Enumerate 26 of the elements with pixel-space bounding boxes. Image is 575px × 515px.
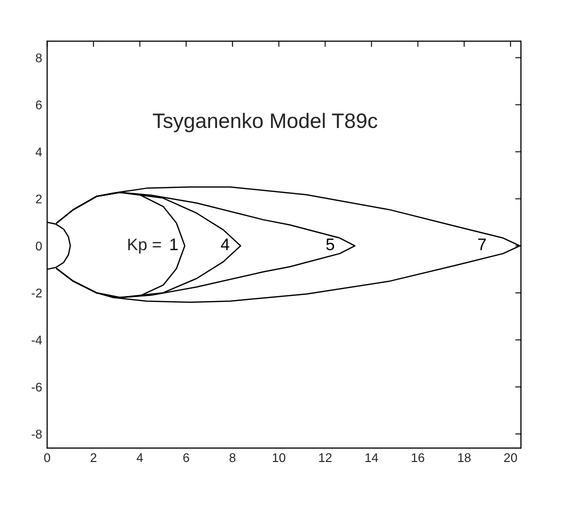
x-tick-label: 4 [136, 453, 143, 462]
x-tick-label: 14 [366, 453, 378, 462]
x-tick-label: 6 [183, 453, 190, 462]
x-tick-label: 10 [272, 453, 286, 462]
y-tick-label: 6 [36, 100, 42, 110]
text: Tsyganenko Model T89c [152, 112, 378, 132]
x-tick-label: 12 [319, 453, 332, 462]
y-tick-label: 2 [36, 194, 42, 204]
x-tick-label: 16 [412, 453, 424, 462]
y-tick-label: -6 [32, 382, 42, 392]
x-tick-label: 20 [504, 453, 517, 462]
y-tick-label: 4 [36, 148, 42, 156]
x-tick-label: 8 [230, 453, 236, 462]
x-tick-label: 18 [458, 453, 471, 462]
series-label: 5 [326, 238, 334, 250]
y-tick-label: 8 [36, 53, 42, 62]
y-tick-label: 0 [36, 242, 42, 250]
y-tick-label: -4 [32, 336, 42, 344]
series-label: 7 [478, 238, 486, 250]
annotation: Kp = [128, 238, 161, 254]
y-tick-label: -2 [32, 288, 42, 298]
series-label: 4 [220, 238, 230, 250]
y-tick-label: -8 [32, 430, 42, 439]
series-label: 1 [170, 238, 178, 250]
x-tick-label: 0 [44, 453, 50, 462]
x-tick-label: 2 [90, 453, 96, 462]
